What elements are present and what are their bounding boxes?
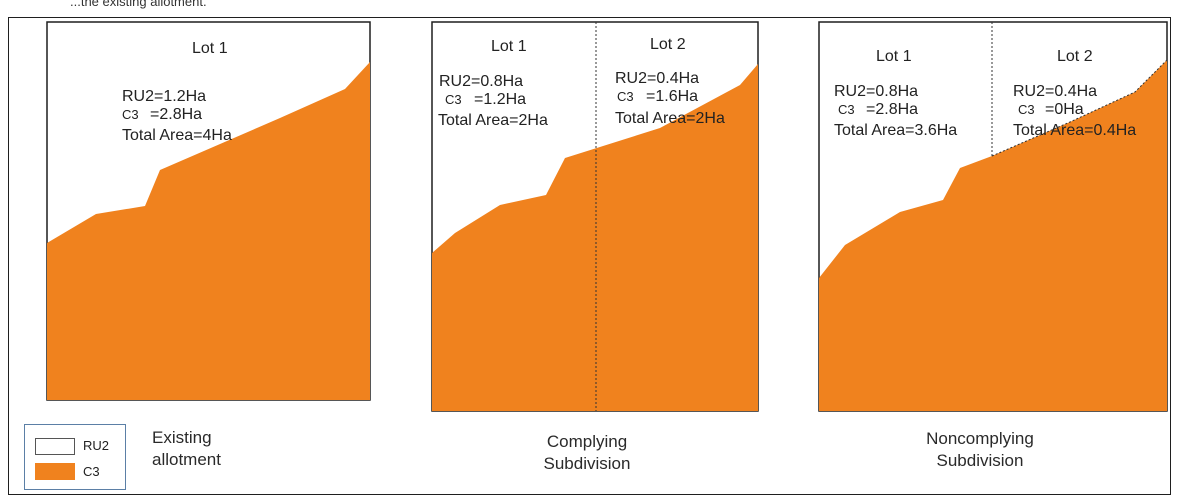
figure-frame [8,17,1171,495]
noncomplying-lot1-c3-value: =2.8Ha [866,101,918,118]
caption-noncomplying-line2: Subdivision [936,451,1024,470]
complying-lot1-c3-label: C3 [445,92,462,107]
caption-complying-line1: Complying [546,432,628,451]
complying-lot2-title: Lot 2 [650,36,686,53]
complying-lot2-c3-label: C3 [617,89,634,104]
complying-c3-zone [432,64,758,411]
existing-lot1-ru2: RU2=1.2Ha [122,88,206,105]
noncomplying-lot2-c3-label: C3 [1018,102,1035,117]
legend-ru2-label: RU2 [83,438,110,453]
legend-ru2-swatch [35,438,75,455]
caption-complying-line2: Subdivision [543,454,631,473]
existing-c3-zone [47,62,370,400]
complying-lot2-total: Total Area=2Ha [615,110,725,127]
caption-existing-line2: allotment [152,450,221,469]
noncomplying-lot1-total: Total Area=3.6Ha [834,122,957,139]
legend: RU2 C3 [24,424,126,490]
complying-lot2-c3-value: =1.6Ha [646,88,698,105]
noncomplying-lot2-total: Total Area=0.4Ha [1013,122,1136,139]
complying-lot1-c3-value: =1.2Ha [474,91,526,108]
panel-complying: Lot 1 RU2=0.8Ha C3 =1.2Ha Total Area=2Ha… [431,21,759,412]
noncomplying-lot2-boundary [991,59,1168,157]
noncomplying-lot1-c3-label: C3 [838,102,855,117]
complying-lot1-total: Total Area=2Ha [438,112,548,129]
existing-lot1-title: Lot 1 [192,40,228,57]
existing-lot1-c3-label: C3 [122,107,139,122]
legend-c3-label: C3 [83,464,100,479]
noncomplying-lot1-title: Lot 1 [876,48,912,65]
panel-existing: Lot 1 RU2=1.2Ha C3 =2.8Ha Total Area=4Ha [46,21,371,401]
existing-lot1-c3-value: =2.8Ha [150,106,202,123]
legend-c3-swatch [35,463,75,480]
existing-lot1-total: Total Area=4Ha [122,127,232,144]
complying-lot2-ru2: RU2=0.4Ha [615,70,699,87]
caption-existing: Existing allotment [152,427,221,471]
complying-lot1-title: Lot 1 [491,38,527,55]
figure-caption-fragment: ...the existing allotment. [70,0,207,9]
noncomplying-lot2-c3-value: =0Ha [1045,101,1084,118]
noncomplying-lot1-ru2: RU2=0.8Ha [834,83,918,100]
noncomplying-lot2-ru2: RU2=0.4Ha [1013,83,1097,100]
panel-noncomplying: Lot 1 RU2=0.8Ha C3 =2.8Ha Total Area=3.6… [818,21,1168,412]
caption-noncomplying: Noncomplying Subdivision [915,428,1045,472]
caption-noncomplying-line1: Noncomplying [926,429,1034,448]
complying-lot1-ru2: RU2=0.8Ha [439,73,523,90]
caption-complying: Complying Subdivision [532,431,642,475]
caption-existing-line1: Existing [152,428,212,447]
noncomplying-c3-zone [819,60,1167,411]
noncomplying-lot2-title: Lot 2 [1057,48,1093,65]
